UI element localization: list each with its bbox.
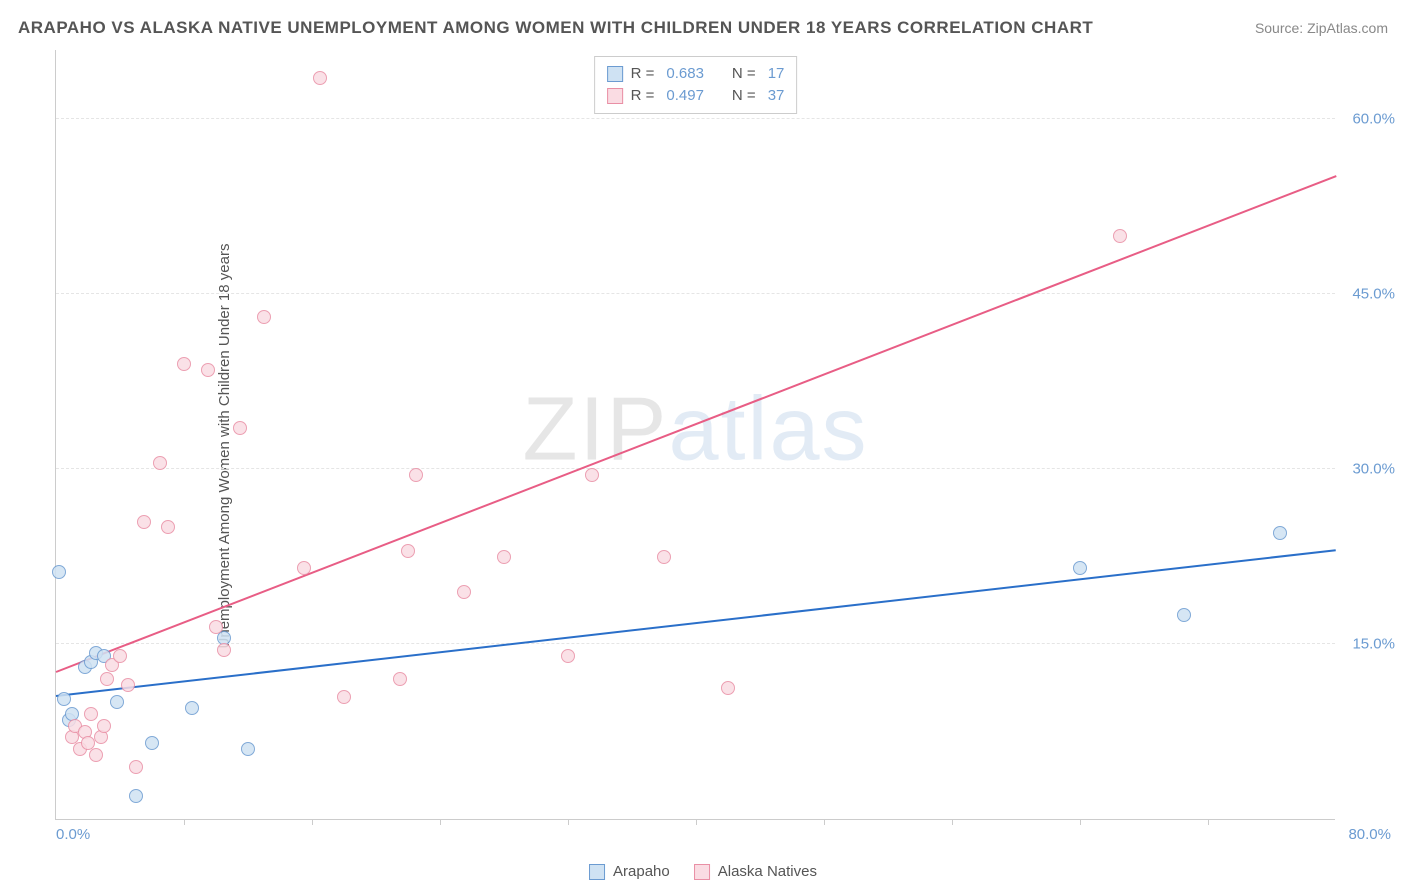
legend-label-arapaho: Arapaho (613, 863, 670, 880)
legend-swatch-alaska-bottom (694, 864, 710, 880)
x-tick (184, 819, 185, 825)
legend-item-alaska: Alaska Natives (694, 863, 817, 880)
legend-r-value-arapaho: 0.683 (666, 63, 704, 85)
gridline (56, 643, 1335, 644)
data-point (393, 672, 407, 686)
data-point (297, 561, 311, 575)
x-tick (696, 819, 697, 825)
data-point (121, 678, 135, 692)
data-point (657, 550, 671, 564)
data-point (177, 357, 191, 371)
legend-r-label: R = (631, 63, 655, 85)
trend-line (56, 549, 1336, 697)
data-point (561, 649, 575, 663)
x-tick (568, 819, 569, 825)
gridline (56, 293, 1335, 294)
y-tick-label: 30.0% (1352, 461, 1395, 478)
trend-line (56, 175, 1337, 673)
data-point (585, 468, 599, 482)
data-point (57, 692, 71, 706)
data-point (161, 520, 175, 534)
gridline (56, 468, 1335, 469)
data-point (201, 363, 215, 377)
data-point (721, 681, 735, 695)
data-point (233, 421, 247, 435)
data-point (1073, 561, 1087, 575)
data-point (97, 719, 111, 733)
data-point (100, 672, 114, 686)
legend-r-label: R = (631, 85, 655, 107)
x-tick-label: 80.0% (1348, 826, 1391, 843)
chart-title: ARAPAHO VS ALASKA NATIVE UNEMPLOYMENT AM… (18, 18, 1093, 38)
data-point (52, 565, 66, 579)
watermark: ZIPatlas (522, 378, 868, 481)
legend-r-value-alaska: 0.497 (666, 85, 704, 107)
gridline (56, 118, 1335, 119)
x-tick (1080, 819, 1081, 825)
data-point (409, 468, 423, 482)
data-point (217, 643, 231, 657)
legend-n-label: N = (732, 63, 756, 85)
data-point (497, 550, 511, 564)
legend-series: Arapaho Alaska Natives (589, 863, 817, 880)
data-point (110, 695, 124, 709)
y-tick-label: 15.0% (1352, 636, 1395, 653)
source-label: Source: ZipAtlas.com (1255, 20, 1388, 36)
data-point (401, 544, 415, 558)
data-point (84, 707, 98, 721)
x-tick (824, 819, 825, 825)
data-point (137, 515, 151, 529)
x-tick (952, 819, 953, 825)
data-point (1113, 229, 1127, 243)
legend-row-arapaho: R = 0.683 N = 17 (607, 63, 785, 85)
data-point (313, 71, 327, 85)
data-point (257, 310, 271, 324)
legend-swatch-alaska (607, 88, 623, 104)
data-point (457, 585, 471, 599)
data-point (89, 748, 103, 762)
legend-correlation: R = 0.683 N = 17 R = 0.497 N = 37 (594, 56, 798, 114)
y-tick-label: 45.0% (1352, 286, 1395, 303)
data-point (129, 789, 143, 803)
data-point (153, 456, 167, 470)
x-tick (440, 819, 441, 825)
legend-row-alaska: R = 0.497 N = 37 (607, 85, 785, 107)
data-point (1273, 526, 1287, 540)
plot-area: ZIPatlas R = 0.683 N = 17 R = 0.497 N = … (55, 50, 1335, 820)
legend-label-alaska: Alaska Natives (718, 863, 817, 880)
x-tick-label: 0.0% (56, 826, 90, 843)
data-point (113, 649, 127, 663)
y-tick-label: 60.0% (1352, 111, 1395, 128)
data-point (145, 736, 159, 750)
legend-n-label: N = (732, 85, 756, 107)
legend-item-arapaho: Arapaho (589, 863, 670, 880)
data-point (129, 760, 143, 774)
legend-swatch-arapaho-bottom (589, 864, 605, 880)
chart-container: ARAPAHO VS ALASKA NATIVE UNEMPLOYMENT AM… (0, 0, 1406, 892)
data-point (209, 620, 223, 634)
legend-n-value-arapaho: 17 (768, 63, 785, 85)
x-tick (312, 819, 313, 825)
legend-swatch-arapaho (607, 66, 623, 82)
data-point (1177, 608, 1191, 622)
data-point (337, 690, 351, 704)
legend-n-value-alaska: 37 (768, 85, 785, 107)
data-point (241, 742, 255, 756)
data-point (185, 701, 199, 715)
x-tick (1208, 819, 1209, 825)
